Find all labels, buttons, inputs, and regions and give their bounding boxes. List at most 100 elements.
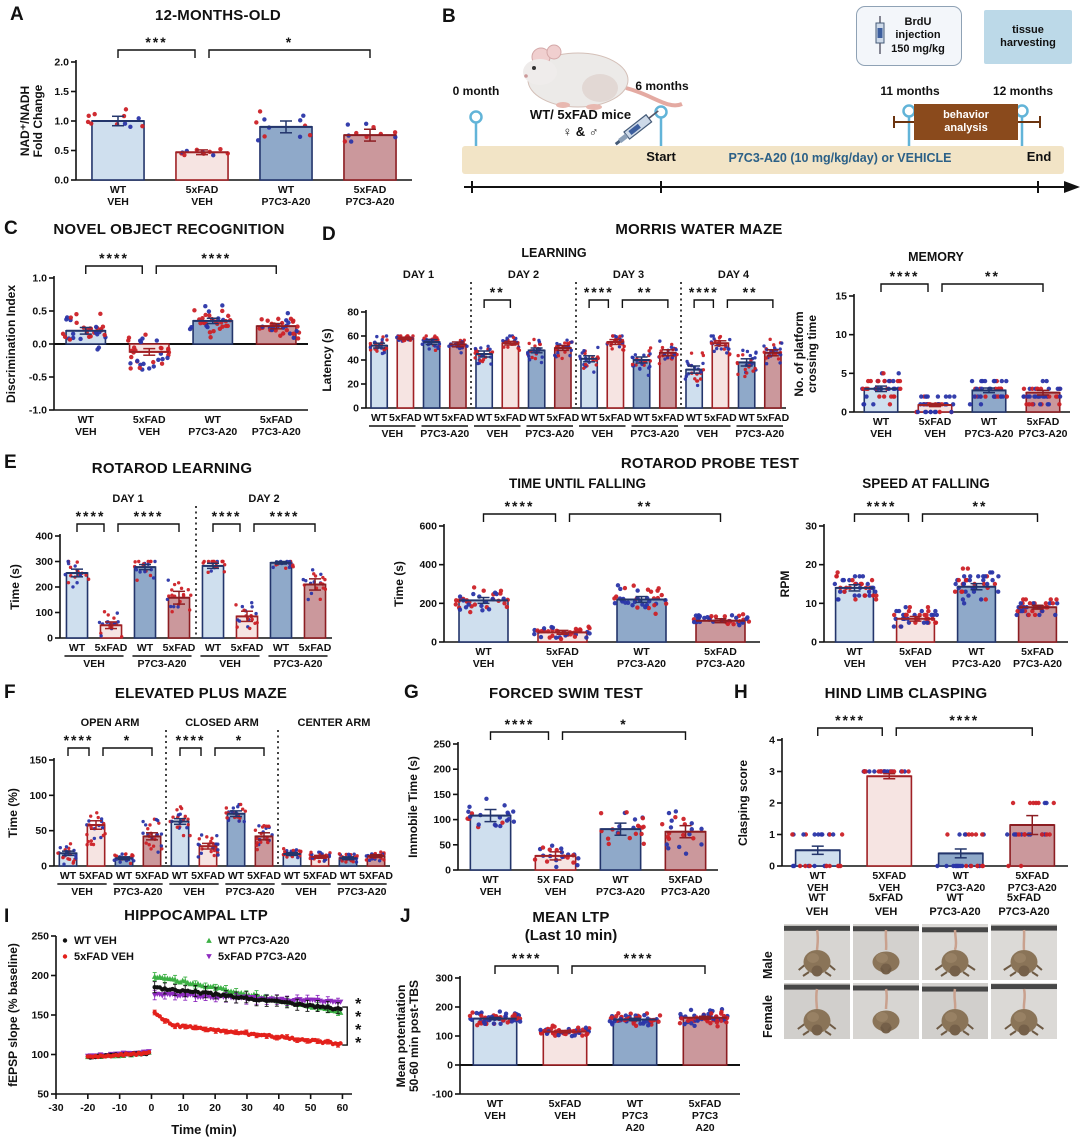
brdu-box: BrdU injection 150 mg/kg <box>856 6 962 66</box>
panel-b: B <box>428 0 1080 216</box>
svg-text:50: 50 <box>305 1102 317 1114</box>
photo-column-header: 5xFAD VEH <box>868 892 904 918</box>
svg-text:5XFAD: 5XFAD <box>79 870 113 882</box>
svg-text:200: 200 <box>419 598 437 610</box>
svg-text:60: 60 <box>337 1102 349 1114</box>
svg-text:0: 0 <box>47 633 53 645</box>
svg-text:WT: WT <box>686 412 703 424</box>
svg-text:WT: WT <box>278 184 295 196</box>
svg-text:80: 80 <box>347 307 359 319</box>
svg-text:WT: WT <box>487 1098 504 1110</box>
svg-text:P7C3-A20: P7C3-A20 <box>188 426 237 438</box>
svg-text:VEH: VEH <box>807 882 829 894</box>
svg-text:*: * <box>286 34 293 50</box>
svg-text:****: **** <box>624 950 654 966</box>
panel-h-title: HIND LIMB CLASPING <box>824 685 988 702</box>
mouse-photo <box>853 924 919 980</box>
svg-text:-1.0: -1.0 <box>29 405 47 417</box>
svg-text:5XFAD: 5XFAD <box>1015 870 1049 882</box>
svg-text:P7C3-A20: P7C3-A20 <box>735 428 784 440</box>
mouse-illustration <box>523 44 683 110</box>
svg-text:2: 2 <box>769 798 775 810</box>
svg-text:CLOSED ARM: CLOSED ARM <box>185 717 259 729</box>
svg-text:****: **** <box>134 508 164 524</box>
svg-text:5xFAD: 5xFAD <box>163 642 196 654</box>
svg-text:5xFAD: 5xFAD <box>442 412 475 424</box>
svg-text:WT: WT <box>612 874 629 886</box>
svg-text:OPEN ARM: OPEN ARM <box>81 717 140 729</box>
svg-text:P7C3-A20: P7C3-A20 <box>345 196 394 208</box>
panel-f-title: ELEVATED PLUS MAZE <box>114 685 288 702</box>
svg-text:WT: WT <box>846 646 863 658</box>
svg-text:0: 0 <box>149 1102 155 1114</box>
svg-text:400: 400 <box>419 559 437 571</box>
svg-text:WT: WT <box>116 870 133 882</box>
svg-text:200: 200 <box>31 970 49 982</box>
speed-falling-chart: 0 10 20 30 RPM **** ** WT VEH 5xFAD VEH WT P7C3-A20 5… <box>778 496 1076 676</box>
nor-chart: -1.0 -0.5 0.0 0.5 1.0 Discrimination Index ***… <box>4 248 316 444</box>
svg-text:P7C3-A20: P7C3-A20 <box>964 428 1013 440</box>
svg-text:20: 20 <box>805 559 817 571</box>
svg-text:0: 0 <box>41 861 47 873</box>
svg-text:WT: WT <box>633 646 650 658</box>
svg-text:WT VEH: WT VEH <box>74 935 117 947</box>
svg-text:20: 20 <box>347 379 359 391</box>
svg-text:WT: WT <box>137 642 154 654</box>
brdu-syringe-icon <box>875 16 885 54</box>
svg-text:WT: WT <box>528 412 545 424</box>
svg-text:Time (s): Time (s) <box>392 561 406 607</box>
svg-text:****: **** <box>270 508 300 524</box>
tissue-box: tissue harvesting <box>984 10 1072 64</box>
svg-text:20: 20 <box>209 1102 221 1114</box>
svg-text:****: **** <box>99 250 129 266</box>
svg-text:P7C3-A20: P7C3-A20 <box>273 658 322 670</box>
svg-text:3: 3 <box>769 766 775 778</box>
svg-text:5xFAD P7C3-A20: 5xFAD P7C3-A20 <box>218 951 307 963</box>
svg-text:P7C3-A20: P7C3-A20 <box>596 886 645 898</box>
timeline-arrowhead <box>1064 181 1080 193</box>
panel-g-letter: G <box>404 682 419 703</box>
svg-text:P7C3: P7C3 <box>692 1110 718 1122</box>
svg-text:DAY 1: DAY 1 <box>403 269 434 281</box>
svg-text:2.0: 2.0 <box>54 57 69 69</box>
svg-text:P7C3-A20: P7C3-A20 <box>337 886 386 898</box>
mean-ltp-chart: -100 0 100 200 300 Mean potentiation 50-60 min… <box>394 948 748 1140</box>
panel-e-title: ROTAROD LEARNING <box>91 460 253 477</box>
behavior-box: behavior analysis <box>914 104 1018 140</box>
svg-text:5xFAD: 5xFAD <box>494 412 527 424</box>
svg-text:*: * <box>124 732 131 748</box>
svg-text:CENTER ARM: CENTER ARM <box>298 717 371 729</box>
svg-text:VEH: VEH <box>138 426 160 438</box>
svg-text:VEH: VEH <box>71 886 93 898</box>
panel-e: E ROTAROD LEARNING 0 100 200 300 400 Time (s)… <box>2 452 342 678</box>
svg-text:5xFAD: 5xFAD <box>260 414 293 426</box>
svg-text:50: 50 <box>439 839 451 851</box>
svg-text:WT P7C3-A20: WT P7C3-A20 <box>218 935 290 947</box>
svg-text:-20: -20 <box>80 1102 95 1114</box>
svg-text:WT: WT <box>475 646 492 658</box>
panel-c-letter: C <box>4 218 18 239</box>
svg-text:1.0: 1.0 <box>32 273 47 285</box>
svg-text:5xFAD: 5xFAD <box>1021 646 1054 658</box>
mice-sex-label: ♀ & ♂ <box>562 124 599 139</box>
svg-text:WT: WT <box>60 870 77 882</box>
svg-text:VEH: VEH <box>844 658 866 670</box>
svg-text:P7C3-A20: P7C3-A20 <box>252 426 301 438</box>
ltp-line-chart: 50 100 150 200 250 -30 -20 -10 0 10 20 30 40 50 60 Time… <box>4 928 388 1140</box>
svg-text:VEH: VEH <box>107 196 129 208</box>
svg-text:WT: WT <box>581 412 598 424</box>
svg-text:WT: WT <box>78 414 95 426</box>
svg-text:Mean potentiation: Mean potentiation <box>394 985 408 1088</box>
nad-nadh-chart: 0.0 0.5 1.0 1.5 2.0 NAD⁺/NADH Fold Change *** * W… <box>18 32 420 214</box>
svg-text:VEH: VEH <box>545 886 567 898</box>
panel-j-letter: J <box>400 906 411 927</box>
svg-text:*: * <box>355 1022 362 1039</box>
svg-text:WT: WT <box>228 870 245 882</box>
svg-text:VEH: VEH <box>552 658 574 670</box>
clasping-photos: WT VEH 5xFAD VEH WT P7C3-A20 5xFAD P7C3-A20 Male… <box>754 892 1080 1142</box>
svg-text:WT: WT <box>968 646 985 658</box>
svg-text:*: * <box>355 1035 362 1052</box>
svg-text:P7C3: P7C3 <box>622 1110 648 1122</box>
svg-text:**: ** <box>985 268 1000 284</box>
svg-text:DAY 2: DAY 2 <box>508 269 539 281</box>
